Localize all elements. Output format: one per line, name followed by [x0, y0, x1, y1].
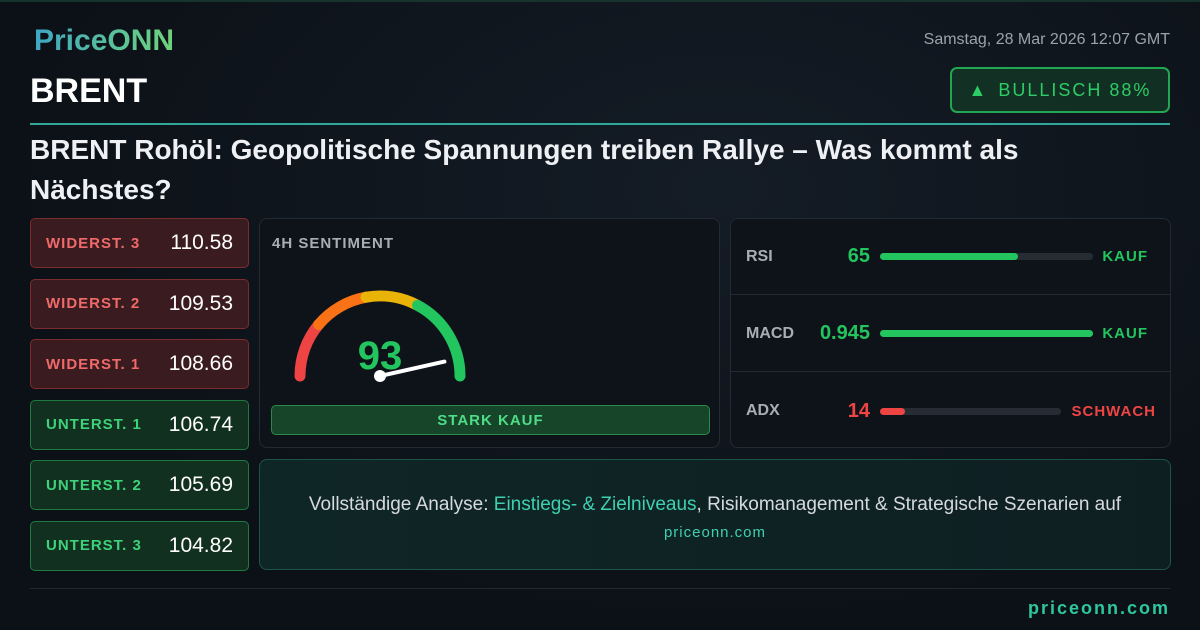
date-time: Samstag, 28 Mar 2026 12:07 GMT — [923, 31, 1170, 48]
indicators-card: RSI 65 KAUF MACD 0.945 KAUF ADX 14 SCHWA… — [730, 218, 1171, 448]
level-resistance-1: WIDERST. 1 108.66 — [30, 339, 249, 389]
level-value: 108.66 — [168, 352, 233, 375]
level-label: UNTERST. 2 — [46, 476, 142, 494]
gauge-segment-yellow — [360, 290, 424, 311]
indicator-bar-fill — [880, 330, 1093, 337]
level-label: UNTERST. 1 — [46, 416, 142, 433]
indicator-name: MACD — [746, 324, 794, 342]
cta-link[interactable]: priceonn.com — [663, 524, 767, 541]
indicator-row-rsi: RSI 65 KAUF — [731, 219, 1170, 295]
cta-suffix: , Risikomanagement & Strategische Szenar… — [696, 494, 1122, 515]
indicator-signal: KAUF — [1102, 325, 1148, 342]
level-value: 109.53 — [168, 291, 233, 315]
indicator-bar — [880, 253, 1093, 260]
indicator-name: RSI — [746, 247, 773, 265]
indicator-value: 65 — [847, 245, 870, 267]
gauge-segment-green — [412, 299, 466, 382]
headline: BRENT Rohöl: Geopolitische Spannungen tr… — [30, 134, 1019, 205]
level-label: WIDERST. 1 — [46, 355, 141, 373]
logo: PriceONN — [34, 24, 175, 57]
indicator-value: 14 — [847, 399, 870, 422]
cta-text: Vollständige Analyse: Einstiegs- & Zieln… — [260, 494, 1170, 516]
level-value: 106.74 — [168, 412, 233, 436]
level-value: 104.82 — [168, 533, 233, 557]
sentiment-card: 4H SENTIMENT 93 STARK KAUF — [259, 218, 720, 448]
level-label: WIDERST. 3 — [46, 234, 141, 252]
symbol-title: BRENT — [30, 72, 148, 110]
levels-list: WIDERST. 3 110.58 WIDERST. 2 109.53 WIDERS… — [30, 218, 249, 581]
indicator-bar — [880, 330, 1093, 337]
indicator-bar — [880, 407, 1061, 415]
verdict-label: STARK KAUF — [271, 405, 710, 435]
indicator-row-adx: ADX 14 SCHWACH — [731, 373, 1170, 449]
level-resistance-3: WIDERST. 3 110.58 — [30, 218, 249, 268]
sentiment-title: 4H SENTIMENT — [272, 235, 395, 252]
level-value: 105.69 — [168, 473, 233, 496]
indicator-signal: KAUF — [1102, 248, 1148, 265]
level-resistance-2: WIDERST. 2 109.53 — [30, 278, 249, 329]
badge-label: BULLISCH 88% — [998, 79, 1152, 100]
triangle-up-icon: ▲ — [968, 79, 989, 100]
sentiment-badge: ▲ BULLISCH 88% — [950, 67, 1170, 113]
footer-url[interactable]: priceonn.com — [1027, 598, 1170, 618]
indicator-signal: SCHWACH — [1071, 402, 1156, 420]
level-label: UNTERST. 3 — [46, 537, 142, 554]
top-border — [0, 0, 1200, 2]
level-label: WIDERST. 2 — [46, 295, 141, 312]
cta-highlight: Einstiegs- & Zielniveaus — [493, 494, 697, 515]
indicator-row-macd: MACD 0.945 KAUF — [731, 296, 1170, 372]
indicator-value: 0.945 — [819, 322, 870, 344]
sentiment-gauge: 93 — [294, 290, 466, 382]
gauge-segment-red — [294, 319, 325, 382]
divider — [30, 123, 1170, 125]
gauge-segment-orange — [313, 291, 372, 331]
level-value: 110.58 — [170, 231, 233, 254]
level-support-3: UNTERST. 3 104.82 — [30, 520, 249, 571]
indicator-bar-fill — [880, 407, 906, 415]
footer-divider — [30, 588, 1170, 589]
gauge-needle — [378, 359, 447, 378]
indicator-name: ADX — [746, 402, 780, 419]
indicator-bar-fill — [880, 253, 1019, 260]
cta-prefix: Vollständige Analyse: — [308, 494, 494, 515]
cta-banner[interactable]: Vollständige Analyse: Einstiegs- & Zieln… — [259, 459, 1171, 570]
level-support-1: UNTERST. 1 106.74 — [30, 399, 249, 450]
gauge-pivot — [374, 370, 386, 382]
level-support-2: UNTERST. 2 105.69 — [30, 460, 249, 510]
